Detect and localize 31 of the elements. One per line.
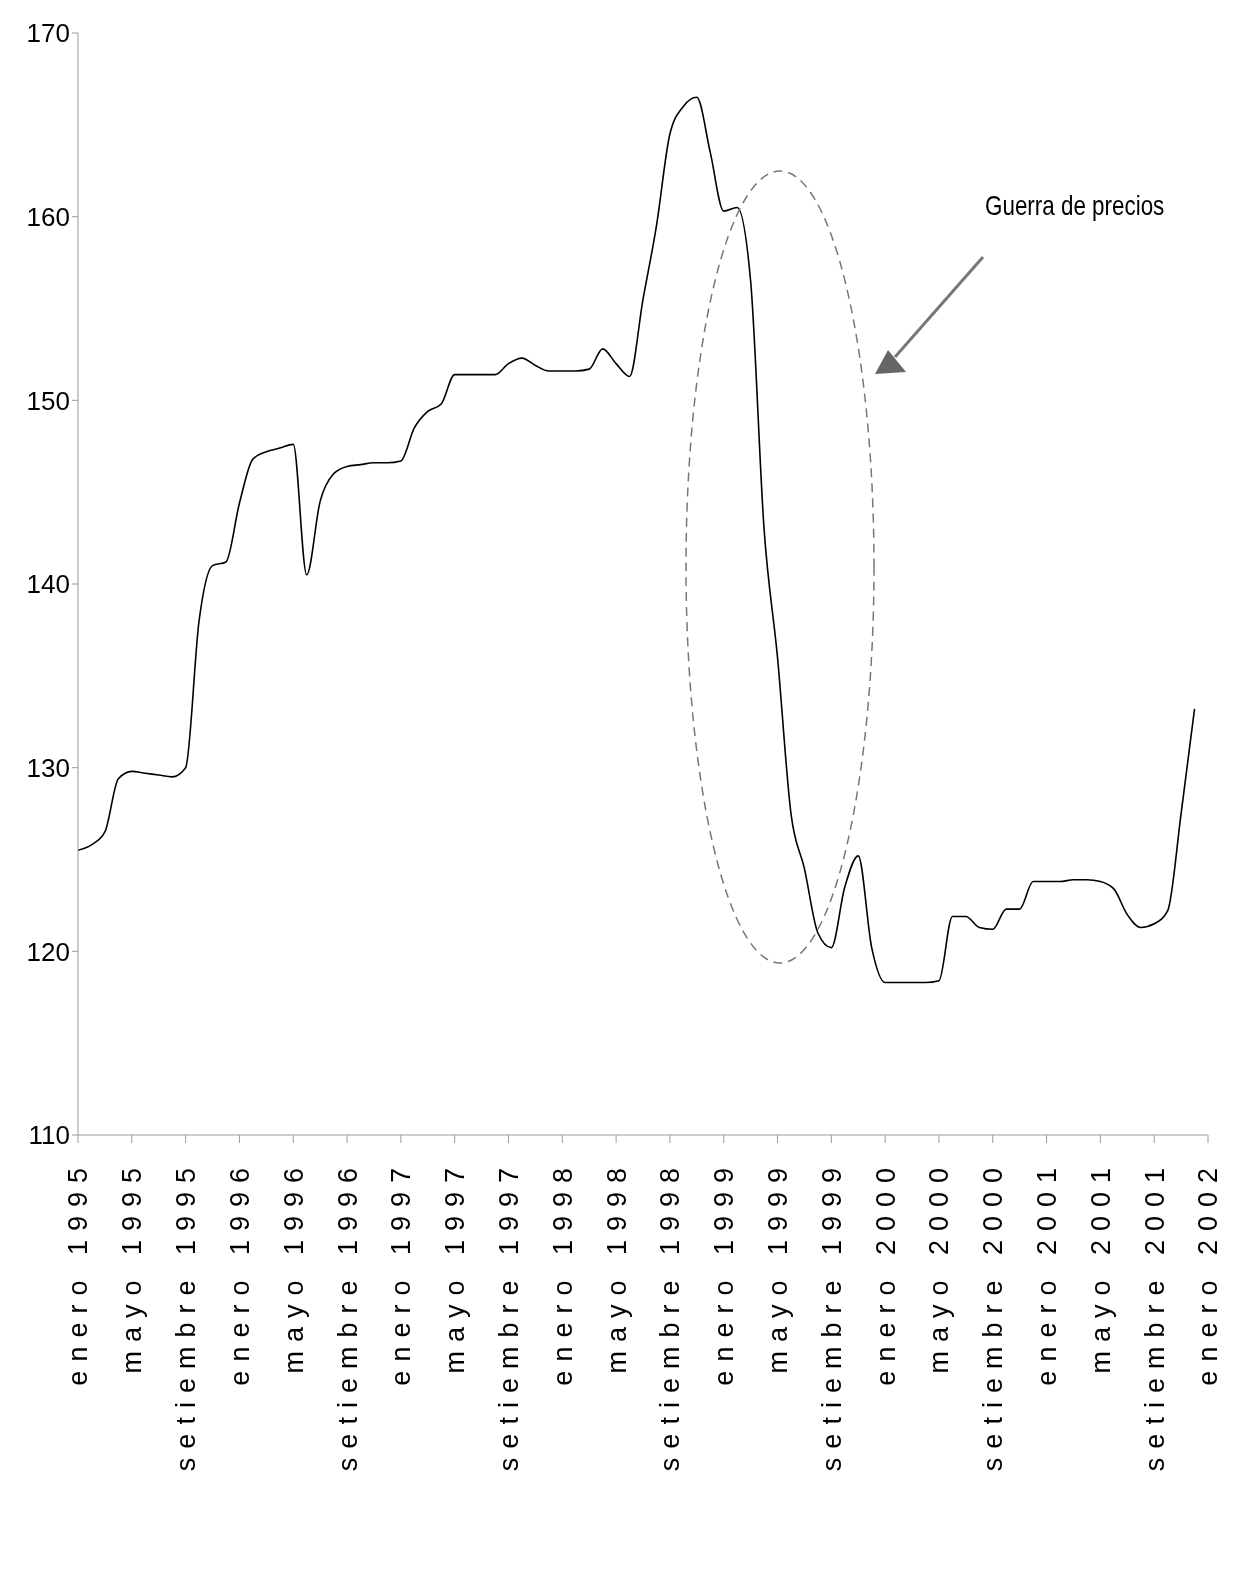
- y-tick-label: 110: [28, 1120, 70, 1151]
- y-tick-label: 160: [26, 201, 70, 232]
- x-tick-label: enero 2000: [870, 1159, 901, 1386]
- x-tick-label: mayo 2001: [1085, 1159, 1116, 1374]
- x-tick-label: setiembre 1997: [493, 1159, 524, 1472]
- x-tick-label: setiembre 1995: [171, 1159, 202, 1472]
- y-tick-label: 140: [26, 569, 70, 600]
- y-tick-label: 150: [26, 385, 70, 416]
- x-tick-label: mayo 1996: [278, 1159, 309, 1374]
- y-tick-label: 170: [26, 18, 70, 49]
- x-tick-label: enero 2002: [1193, 1159, 1224, 1386]
- x-tick-label: enero 1997: [386, 1159, 417, 1386]
- x-tick-label: mayo 1995: [117, 1159, 148, 1374]
- x-tick-label: setiembre 2000: [978, 1159, 1009, 1472]
- x-tick-label: enero 1996: [224, 1159, 255, 1386]
- x-tick-label: enero 1998: [547, 1159, 578, 1386]
- y-tick-label: 130: [26, 752, 70, 783]
- x-tick-label: mayo 1998: [601, 1159, 632, 1374]
- x-tick-label: mayo 1997: [440, 1159, 471, 1374]
- x-tick-label: setiembre 1998: [655, 1159, 686, 1472]
- annotation: Guerra de precios: [985, 190, 1165, 222]
- line-series: [78, 96, 1196, 984]
- y-tick-label: 120: [26, 936, 70, 967]
- x-tick-label: enero 1999: [709, 1159, 740, 1386]
- x-tick-label: mayo 2000: [924, 1159, 955, 1374]
- x-tick-label: enero 1995: [63, 1159, 94, 1386]
- x-tick-label: setiembre 2001: [1139, 1159, 1170, 1472]
- x-tick-label: enero 2001: [1032, 1159, 1063, 1386]
- x-tick-label: setiembre 1999: [816, 1159, 847, 1472]
- x-tick-label: setiembre 1996: [332, 1159, 363, 1472]
- x-tick-label: mayo 1999: [762, 1159, 793, 1374]
